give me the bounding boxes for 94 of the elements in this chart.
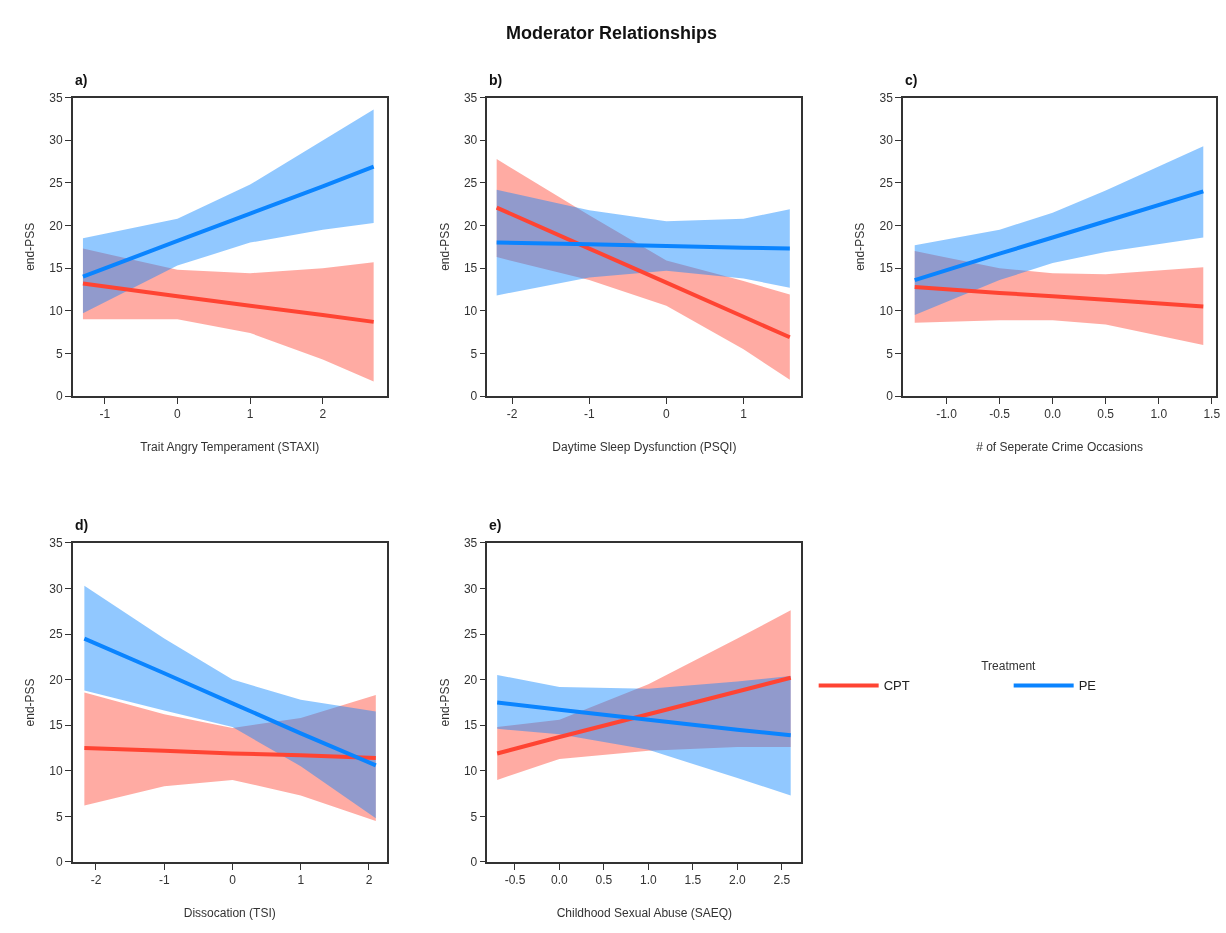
y-tick-label: 15 xyxy=(879,261,894,276)
line-series xyxy=(80,281,376,324)
line-series xyxy=(912,189,1206,283)
x-tick-label: 1 xyxy=(246,407,254,422)
y-tick-label: 25 xyxy=(463,176,478,191)
y-tick-label: 10 xyxy=(463,304,478,318)
y-tick-label: 35 xyxy=(49,536,63,551)
line-series xyxy=(495,700,793,738)
y-tick-label: 5 xyxy=(470,346,478,361)
line-series xyxy=(495,675,793,756)
x-axis-title: Trait Angry Temperament (STAXI) xyxy=(140,439,320,454)
line-series xyxy=(912,284,1206,309)
y-tick-label: 25 xyxy=(463,627,478,642)
y-tick-label: 10 xyxy=(49,304,63,318)
y-tick-label: 30 xyxy=(463,133,478,148)
x-tick-label: 1 xyxy=(297,873,305,888)
x-tick-label: 1 xyxy=(740,407,748,422)
x-tick-label: -2 xyxy=(90,873,102,888)
y-tick-label: 30 xyxy=(49,581,63,596)
x-tick-label: 1.0 xyxy=(640,873,658,888)
y-tick-label: 0 xyxy=(470,855,478,870)
y-tick-label: 5 xyxy=(55,346,63,361)
y-tick-label: 20 xyxy=(463,218,478,233)
y-axis-title: end-PSS xyxy=(437,222,452,271)
y-tick-label: 20 xyxy=(463,672,478,687)
x-tick-label: 2.5 xyxy=(773,873,791,888)
y-tick-label: 5 xyxy=(55,809,63,824)
y-axis-title: end-PSS xyxy=(853,222,868,271)
x-tick-label: 0 xyxy=(663,407,671,422)
y-axis-title: end-PSS xyxy=(23,222,38,271)
y-tick-label: 20 xyxy=(49,672,63,687)
y-tick-label: 25 xyxy=(879,176,894,191)
x-tick-label: 1.0 xyxy=(1150,407,1168,422)
y-tick-label: 15 xyxy=(463,718,478,733)
y-tick-label: 0 xyxy=(470,389,478,404)
x-tick-label: -2 xyxy=(506,407,518,422)
chart-title: d) xyxy=(75,517,89,533)
line-series xyxy=(82,636,378,768)
y-axis-title: end-PSS xyxy=(23,678,38,727)
y-tick-label: 20 xyxy=(49,218,63,233)
y-tick-label: 10 xyxy=(879,304,894,318)
line-series xyxy=(80,164,376,279)
chart-title: e) xyxy=(489,517,502,533)
x-tick-label: 1.5 xyxy=(1203,407,1221,422)
y-tick-label: 35 xyxy=(463,536,478,551)
y-tick-label: 10 xyxy=(463,764,478,778)
x-tick-label: 0.5 xyxy=(595,873,613,888)
line-series xyxy=(82,746,378,761)
x-tick-label: -0.5 xyxy=(989,407,1011,422)
y-tick-label: 30 xyxy=(49,133,63,148)
x-tick-label: 0.5 xyxy=(1097,407,1115,422)
x-tick-label: -0.5 xyxy=(504,873,526,888)
x-tick-label: 2 xyxy=(365,873,373,888)
x-tick-label: 1.5 xyxy=(684,873,702,888)
x-tick-label: -1 xyxy=(158,873,170,888)
x-axis-title: Daytime Sleep Dysfunction (PSQI) xyxy=(552,439,737,454)
x-axis-title: Childhood Sexual Abuse (SAEQ) xyxy=(556,905,733,920)
y-tick-label: 35 xyxy=(879,90,894,105)
y-tick-label: 30 xyxy=(463,581,478,596)
legend-title: Treatment xyxy=(981,659,1037,674)
y-tick-label: 15 xyxy=(49,261,63,276)
y-tick-label: 20 xyxy=(879,218,894,233)
chart-title: c) xyxy=(905,72,918,88)
y-axis-title: end-PSS xyxy=(437,678,452,727)
legend-label: PE xyxy=(1078,678,1097,694)
y-tick-label: 25 xyxy=(49,176,63,191)
line-series xyxy=(494,205,792,340)
x-tick-label: 0 xyxy=(229,873,237,888)
y-tick-label: 25 xyxy=(49,627,63,642)
chart-title: a) xyxy=(75,72,88,88)
x-tick-label: 2.0 xyxy=(728,873,746,888)
chart-title: b) xyxy=(489,72,503,88)
y-tick-label: 15 xyxy=(49,718,63,733)
y-tick-label: 5 xyxy=(886,346,894,361)
y-tick-label: 0 xyxy=(886,389,894,404)
x-tick-label: 0.0 xyxy=(1044,407,1062,422)
x-tick-label: -1.0 xyxy=(936,407,958,422)
x-tick-label: -1 xyxy=(99,407,111,422)
y-tick-label: 5 xyxy=(470,809,478,824)
x-tick-label: 2 xyxy=(319,407,327,422)
y-tick-label: 30 xyxy=(879,133,894,148)
x-tick-label: 0.0 xyxy=(551,873,569,888)
x-tick-label: -1 xyxy=(583,407,595,422)
x-axis-title: Dissocation (TSI) xyxy=(183,905,276,920)
y-tick-label: 10 xyxy=(49,764,63,778)
y-tick-label: 15 xyxy=(463,261,478,276)
y-tick-label: 0 xyxy=(55,855,63,870)
x-axis-title: # of Seperate Crime Occasions xyxy=(976,439,1143,454)
x-tick-label: 0 xyxy=(174,407,182,422)
y-tick-label: 35 xyxy=(463,90,478,105)
y-tick-label: 35 xyxy=(49,90,63,105)
y-tick-label: 0 xyxy=(55,389,63,404)
text: Moderator Relationships xyxy=(506,23,718,43)
legend-label: CPT xyxy=(883,678,910,694)
